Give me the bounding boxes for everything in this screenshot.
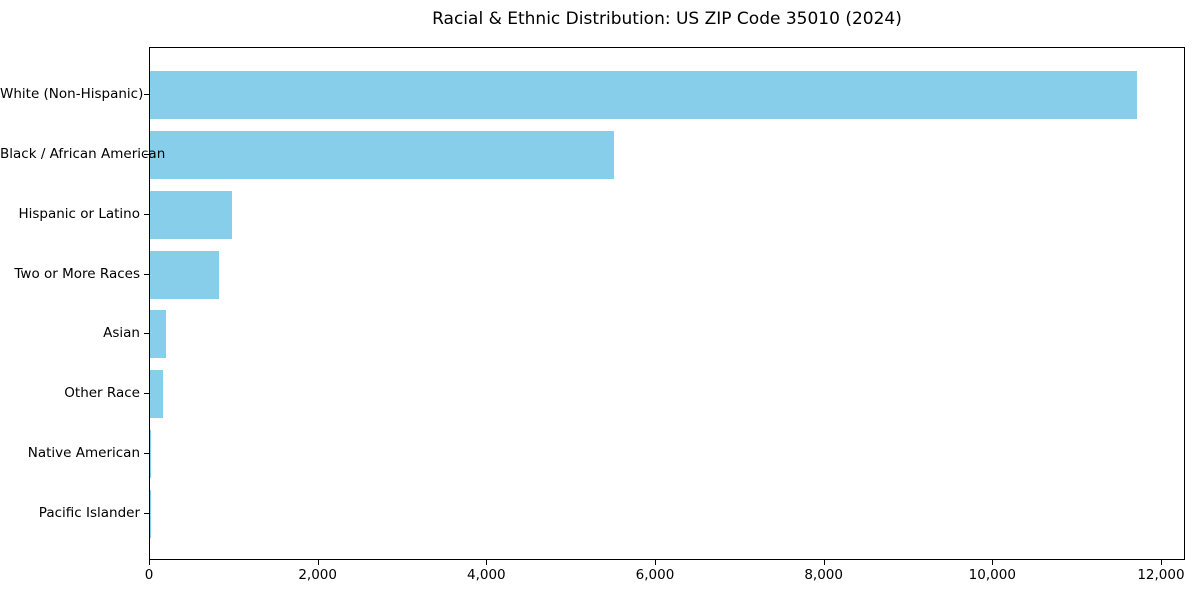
y-axis-label: Hispanic or Latino <box>18 205 140 222</box>
plot-area <box>149 47 1185 560</box>
x-tick-label: 2,000 <box>298 567 337 583</box>
x-tick-label: 6,000 <box>635 567 675 583</box>
y-tick-mark <box>144 274 149 275</box>
x-tick-mark <box>317 560 319 565</box>
x-tick-mark <box>1160 560 1162 565</box>
x-tick-label: 0 <box>144 567 154 583</box>
x-tick-mark <box>149 560 150 565</box>
y-axis-label: Other Race <box>64 385 140 402</box>
x-tick-label: 4,000 <box>466 567 506 583</box>
y-axis-label: White (Non-Hispanic) <box>0 86 144 103</box>
chart-title: Racial & Ethnic Distribution: US ZIP Cod… <box>432 9 902 29</box>
x-tick-mark <box>654 560 656 565</box>
bar-native-american <box>150 429 151 478</box>
x-tick-label: 10,000 <box>968 567 1016 583</box>
bar-other-race <box>150 370 163 419</box>
y-axis-label: Pacific Islander <box>38 504 140 521</box>
y-axis-label: Native American <box>27 444 140 461</box>
bar-hispanic-or-latino <box>150 190 232 239</box>
y-tick-mark <box>144 453 149 454</box>
x-tick-mark <box>992 560 994 565</box>
y-axis-label: Black / African American <box>0 146 166 163</box>
x-tick-label: 8,000 <box>804 567 843 583</box>
y-tick-mark <box>144 214 149 215</box>
y-axis-label: Asian <box>103 325 140 342</box>
x-tick-mark <box>823 560 825 565</box>
y-tick-mark <box>144 513 149 514</box>
bar-black-african-american <box>150 131 614 180</box>
x-tick-label: 12,000 <box>1137 567 1185 583</box>
y-tick-mark <box>144 154 149 155</box>
y-tick-mark <box>144 94 149 95</box>
bar-white-non-hispanic <box>150 71 1137 120</box>
y-axis-label: Two or More Races <box>14 265 140 282</box>
bar-two-or-more-races <box>150 250 220 299</box>
y-tick-mark <box>144 333 149 334</box>
y-tick-mark <box>144 393 149 394</box>
bar-asian <box>150 310 167 359</box>
x-tick-mark <box>486 560 488 565</box>
